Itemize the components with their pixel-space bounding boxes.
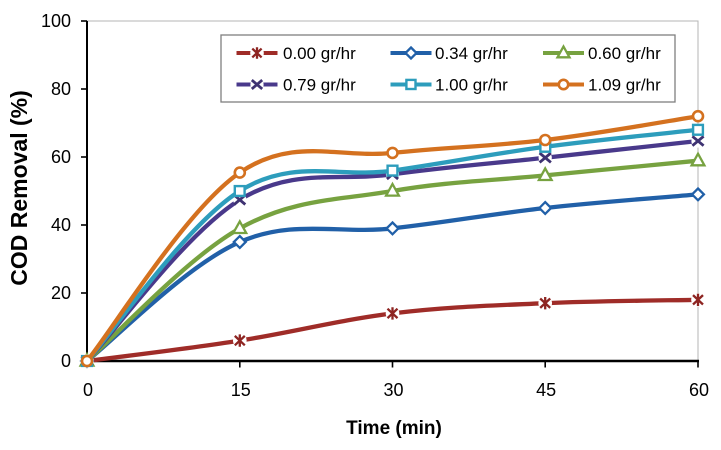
svg-text:0.00 gr/hr: 0.00 gr/hr [283,44,356,63]
svg-text:0.34 gr/hr: 0.34 gr/hr [435,44,508,63]
svg-text:COD Removal (%): COD Removal (%) [6,90,32,286]
svg-text:1.00 gr/hr: 1.00 gr/hr [435,76,508,95]
svg-text:45: 45 [536,380,556,400]
svg-text:20: 20 [51,283,71,303]
svg-text:0: 0 [83,380,93,400]
svg-text:15: 15 [231,380,251,400]
svg-text:0.79 gr/hr: 0.79 gr/hr [283,76,356,95]
svg-text:60: 60 [689,380,709,400]
svg-text:Time (min): Time (min) [346,418,442,439]
svg-text:60: 60 [51,147,71,167]
svg-text:0.60 gr/hr: 0.60 gr/hr [588,44,661,63]
svg-text:80: 80 [51,79,71,99]
svg-text:40: 40 [51,215,71,235]
svg-text:100: 100 [41,11,71,31]
svg-text:30: 30 [383,380,403,400]
svg-text:0: 0 [61,351,71,371]
svg-text:1.09 gr/hr: 1.09 gr/hr [588,76,661,95]
